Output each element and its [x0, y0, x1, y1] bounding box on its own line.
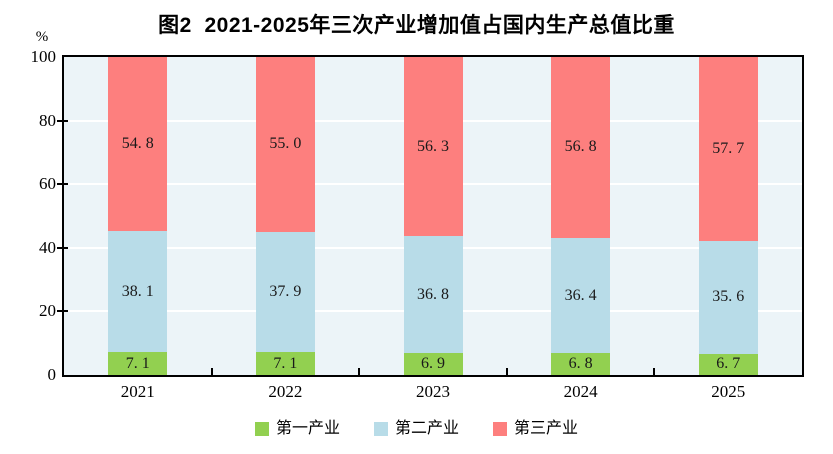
bar-segment-第一产业-2023: 6. 9 [403, 353, 463, 375]
legend-item-第一产业: 第一产业 [254, 420, 340, 438]
bar-segment-第三产业-2022: 55. 0 [255, 57, 315, 232]
bar-value-label: 56. 8 [564, 138, 597, 156]
chart-title: 图2 2021-2025年三次产业增加值占国内生产总值比重 [158, 14, 675, 37]
bar-segment-第一产业-2025: 6. 7 [698, 353, 758, 375]
y-axis-tick-label-60: 60 [39, 174, 56, 194]
bar-value-label: 6. 9 [421, 355, 445, 373]
x-axis-label-2021: 2021 [120, 382, 155, 401]
legend: 第一产业 第二产业 第三产业 [0, 420, 833, 438]
x-axis-boundary-tick-1 [210, 368, 213, 375]
y-axis-tick-label-40: 40 [39, 237, 56, 257]
bar-segment-第三产业-2021: 54. 8 [108, 57, 168, 232]
legend-swatch [373, 422, 388, 436]
bar-segment-第二产业-2024: 36. 4 [551, 237, 611, 354]
bar-value-label: 36. 4 [564, 286, 597, 304]
bar-segment-第二产业-2023: 36. 8 [403, 236, 463, 354]
bar-segment-第三产业-2023: 56. 3 [403, 57, 463, 237]
bar-segment-第二产业-2025: 35. 6 [698, 240, 758, 354]
bar-group-2022: 7. 1 37. 9 55. 0 [255, 57, 315, 375]
y-axis-tick-80 [57, 119, 68, 122]
bar-value-label: 56. 3 [417, 137, 449, 155]
bar-value-label: 35. 6 [712, 288, 745, 306]
y-axis-tick-60 [57, 183, 68, 186]
bar-group-2023: 6. 9 36. 8 56. 3 [403, 57, 463, 375]
bar-value-label: 37. 9 [269, 283, 302, 301]
x-axis-label-2024: 2024 [563, 382, 598, 401]
bar-value-label: 54. 8 [121, 135, 154, 153]
bar-value-label: 6. 8 [568, 355, 593, 373]
bar-segment-第一产业-2021: 7. 1 [108, 352, 168, 375]
y-axis-tick-20 [57, 310, 68, 313]
x-axis-boundary-tick-4 [653, 368, 656, 375]
bar-segment-第三产业-2024: 56. 8 [551, 57, 611, 238]
legend-item-第三产业: 第三产业 [493, 420, 578, 438]
legend-swatch [493, 422, 507, 436]
y-axis-tick-label-0: 0 [47, 365, 57, 384]
bar-group-2021: 7. 1 38. 1 54. 8 [108, 57, 168, 375]
bar-value-label: 7. 1 [125, 354, 150, 372]
bar-segment-第三产业-2025: 57. 7 [698, 57, 758, 241]
y-axis-tick-label-20: 20 [39, 301, 56, 321]
bar-value-label: 38. 1 [121, 282, 154, 300]
bar-segment-第二产业-2021: 38. 1 [108, 231, 168, 353]
plot-area: 7. 1 38. 1 54. 8 7. 1 37. 9 55. 0 6. 9 36. 8 56.… [57, 55, 804, 377]
y-axis-tick-label-80: 80 [39, 110, 56, 130]
bar-value-label: 36. 8 [417, 285, 449, 303]
y-axis-unit-label: % [35, 29, 49, 45]
y-axis-tick-label-100: 100 [30, 47, 57, 66]
y-axis-tick-40 [57, 246, 68, 249]
bar-segment-第二产业-2022: 37. 9 [255, 231, 315, 353]
x-axis-boundary-tick-2 [358, 368, 361, 375]
bar-value-label: 6. 7 [716, 355, 741, 373]
legend-label: 第二产业 [394, 420, 459, 437]
x-axis-label-2022: 2022 [268, 382, 303, 401]
legend-label: 第三产业 [514, 420, 579, 437]
bar-value-label: 57. 7 [712, 139, 745, 157]
legend-label: 第一产业 [275, 420, 340, 437]
x-axis-label-2025: 2025 [711, 382, 746, 401]
legend-item-第二产业: 第二产业 [373, 420, 459, 438]
bar-segment-第一产业-2024: 6. 8 [551, 353, 611, 375]
bar-segment-第一产业-2022: 7. 1 [255, 352, 315, 375]
bar-group-2025: 6. 7 35. 6 57. 7 [698, 57, 758, 375]
bar-value-label: 55. 0 [269, 135, 302, 153]
legend-swatch [254, 422, 269, 436]
x-axis-boundary-tick-3 [505, 368, 508, 375]
x-axis-label-2023: 2023 [416, 382, 450, 401]
bar-group-2024: 6. 8 36. 4 56. 8 [551, 57, 611, 375]
bar-value-label: 7. 1 [273, 354, 298, 372]
